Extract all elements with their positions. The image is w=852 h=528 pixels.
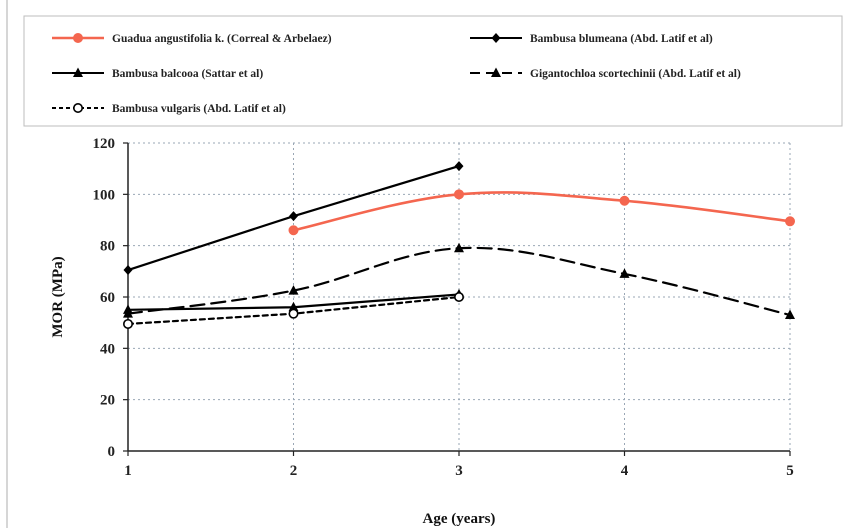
y-tick-label: 100 xyxy=(93,187,116,203)
data-point xyxy=(454,189,464,200)
data-point xyxy=(785,216,795,227)
x-axis-title: Age (years) xyxy=(423,511,496,527)
data-point xyxy=(289,211,298,222)
legend-label: Bambusa vulgaris (Abd. Latif et al) xyxy=(112,103,286,115)
data-point xyxy=(288,225,299,236)
y-tick-label: 0 xyxy=(108,444,116,460)
data-point xyxy=(288,285,299,295)
data-point xyxy=(785,309,795,319)
series-5 xyxy=(123,291,464,329)
series-line xyxy=(292,191,792,232)
y-tick-label: 60 xyxy=(100,290,115,306)
legend-swatch-marker xyxy=(491,67,501,77)
series-2 xyxy=(123,161,464,276)
legend-item: Gigantochloa scortechinii (Abd. Latif et… xyxy=(470,67,741,80)
legend-label: Bambusa blumeana (Abd. Latif et al) xyxy=(530,33,713,45)
legend-item: Guadua angustifolia k. (Correal & Arbela… xyxy=(52,33,332,45)
legend-item: Bambusa balcooa (Sattar et al) xyxy=(52,67,263,80)
x-tick-label: 1 xyxy=(124,463,132,479)
x-tick-label: 3 xyxy=(455,463,463,479)
y-tick-label: 120 xyxy=(93,136,116,152)
legend-swatch-marker xyxy=(73,33,83,43)
series-1 xyxy=(288,189,795,236)
data-point xyxy=(619,195,630,206)
data-point xyxy=(288,308,299,319)
tick-labels: 0 20 40 60 80 100 120 1 2 3 4 5 xyxy=(93,136,794,479)
series-4 xyxy=(123,242,795,319)
x-tick-label: 5 xyxy=(786,463,794,479)
legend-item: Bambusa vulgaris (Abd. Latif et al) xyxy=(52,103,286,115)
legend-label: Guadua angustifolia k. (Correal & Arbela… xyxy=(112,33,332,45)
legend-label: Gigantochloa scortechinii (Abd. Latif et… xyxy=(530,68,741,80)
x-tick-label: 4 xyxy=(621,463,629,479)
data-point xyxy=(453,291,464,302)
y-tick-label: 40 xyxy=(100,341,115,357)
legend-box xyxy=(23,15,843,127)
x-tick-label: 2 xyxy=(290,463,298,479)
legend-item: Bambusa blumeana (Abd. Latif et al) xyxy=(470,33,713,45)
legend-label: Bambusa balcooa (Sattar et al) xyxy=(112,68,263,80)
data-point xyxy=(123,308,133,318)
legend-swatch-marker xyxy=(73,67,83,77)
data-point xyxy=(454,242,464,253)
legend: Guadua angustifolia k. (Correal & Arbela… xyxy=(52,33,741,115)
data-point xyxy=(288,301,299,312)
y-axis-title: MOR (MPa) xyxy=(50,256,66,337)
legend-swatch-marker xyxy=(73,103,84,114)
legend-swatch-marker xyxy=(491,33,501,43)
series-group xyxy=(123,161,795,329)
data-point xyxy=(123,318,134,329)
data-point xyxy=(619,268,630,278)
y-tick-label: 20 xyxy=(100,393,115,409)
data-point xyxy=(123,265,133,276)
y-tick-label: 80 xyxy=(100,239,115,255)
data-point xyxy=(454,161,464,172)
